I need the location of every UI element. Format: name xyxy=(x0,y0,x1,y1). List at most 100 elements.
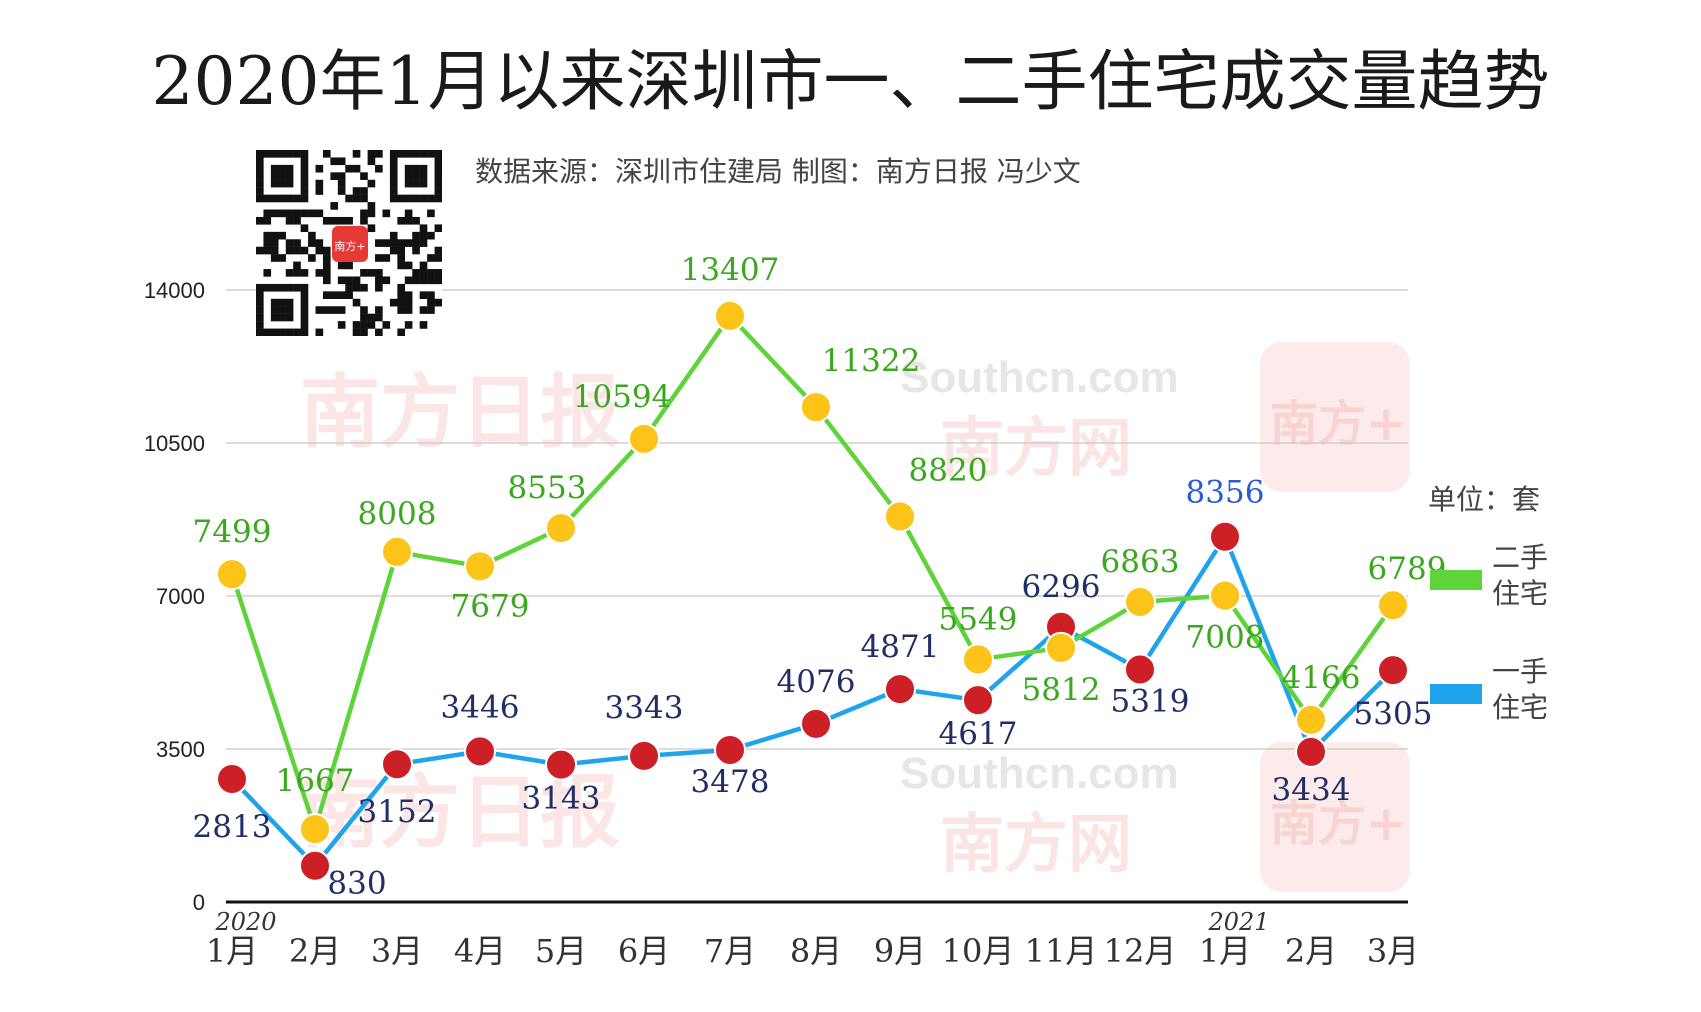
qr-module xyxy=(419,269,428,277)
series-markers xyxy=(216,299,1409,882)
qr-module xyxy=(367,313,376,322)
qr-module xyxy=(427,254,435,262)
data-label-second-hand: 11322 xyxy=(822,343,921,379)
qr-module xyxy=(300,328,309,336)
x-tick-label: 8月 xyxy=(790,932,842,970)
data-label-first-hand: 8356 xyxy=(1186,475,1265,511)
data-label-second-hand: 8820 xyxy=(909,452,988,488)
qr-module xyxy=(375,328,383,336)
qr-module xyxy=(263,246,272,255)
qr-module xyxy=(300,164,309,173)
qr-badge-text: 南方+ xyxy=(334,239,365,253)
qr-module xyxy=(360,321,368,329)
qr-module xyxy=(300,179,309,188)
data-label-second-hand: 5549 xyxy=(939,601,1018,637)
qr-module xyxy=(293,269,301,277)
qr-module xyxy=(322,306,331,314)
x-tick-label: 3月 xyxy=(371,932,423,970)
qr-module xyxy=(419,172,428,180)
point-second-hand xyxy=(884,500,916,533)
qr-module xyxy=(300,150,309,158)
qr-module xyxy=(330,216,339,225)
data-label-first-hand: 5319 xyxy=(1111,683,1190,719)
qr-module xyxy=(412,179,420,188)
qr-module xyxy=(389,298,398,307)
qr-module xyxy=(263,231,272,240)
qr-module xyxy=(427,150,435,158)
qr-module xyxy=(367,321,376,329)
x-tick-label: 4月 xyxy=(454,932,506,970)
qr-module xyxy=(419,194,428,203)
point-second-hand xyxy=(1295,703,1327,736)
qr-module xyxy=(360,328,368,336)
qr-module xyxy=(389,231,398,240)
point-second-hand xyxy=(545,512,577,545)
qr-module xyxy=(404,276,413,285)
qr-module xyxy=(270,239,279,247)
qr-module xyxy=(382,276,391,285)
qr-module xyxy=(256,321,264,329)
qr-module xyxy=(427,306,435,314)
qr-module xyxy=(397,283,405,292)
qr-module xyxy=(256,187,264,195)
qr-module xyxy=(404,291,413,299)
qr-module xyxy=(337,216,346,225)
qr-module xyxy=(412,246,420,255)
qr-module xyxy=(404,298,413,307)
point-second-hand xyxy=(1209,579,1241,612)
qr-module xyxy=(397,291,405,299)
qr-module xyxy=(256,194,264,203)
qr-module xyxy=(263,194,272,203)
x-tick-label: 2月 xyxy=(289,932,341,970)
qr-module xyxy=(412,150,420,158)
x-tick-label: 11月 xyxy=(1025,932,1098,970)
qr-module xyxy=(412,269,420,277)
qr-module xyxy=(434,150,442,158)
qr-module xyxy=(434,164,442,173)
data-label-first-hand: 6296 xyxy=(1022,569,1101,605)
qr-module xyxy=(278,254,286,262)
qr-module xyxy=(404,306,413,314)
point-first-hand xyxy=(1377,654,1409,687)
qr-module xyxy=(367,150,376,158)
watermark-app-lower: 南方+ xyxy=(1270,796,1406,852)
qr-module xyxy=(345,216,353,225)
qr-module xyxy=(360,187,368,195)
qr-module xyxy=(419,276,428,285)
qr-module xyxy=(397,261,405,270)
qr-module xyxy=(389,150,398,158)
qr-module xyxy=(337,157,346,166)
qr-module xyxy=(330,306,339,314)
x-year-label: 2020 xyxy=(214,908,276,936)
qr-module xyxy=(256,313,264,322)
point-first-hand xyxy=(1124,653,1156,686)
qr-module xyxy=(434,179,442,188)
x-tick-label: 12月 xyxy=(1104,932,1177,970)
y-tick-label: 0 xyxy=(193,890,205,915)
qr-module xyxy=(434,298,442,307)
qr-module xyxy=(382,239,391,247)
data-label-first-hand: 3143 xyxy=(522,781,601,817)
qr-code[interactable]: 南方+ xyxy=(256,150,442,336)
qr-module xyxy=(389,239,398,247)
point-second-hand xyxy=(1045,631,1077,664)
qr-module xyxy=(300,321,309,329)
qr-module xyxy=(375,276,383,285)
qr-module xyxy=(256,298,264,307)
data-label-second-hand: 13407 xyxy=(681,252,780,288)
qr-module xyxy=(404,179,413,188)
qr-module xyxy=(308,231,316,240)
qr-module xyxy=(285,328,294,336)
qr-module xyxy=(256,157,264,166)
qr-module xyxy=(352,164,361,173)
qr-module xyxy=(293,328,301,336)
qr-module xyxy=(256,179,264,188)
qr-module xyxy=(404,194,413,203)
qr-module xyxy=(352,150,361,158)
qr-module xyxy=(300,269,309,277)
qr-module xyxy=(345,276,353,285)
qr-module xyxy=(397,254,405,262)
x-tick-label: 3月 xyxy=(1367,932,1419,970)
data-label-second-hand: 6863 xyxy=(1101,544,1180,580)
